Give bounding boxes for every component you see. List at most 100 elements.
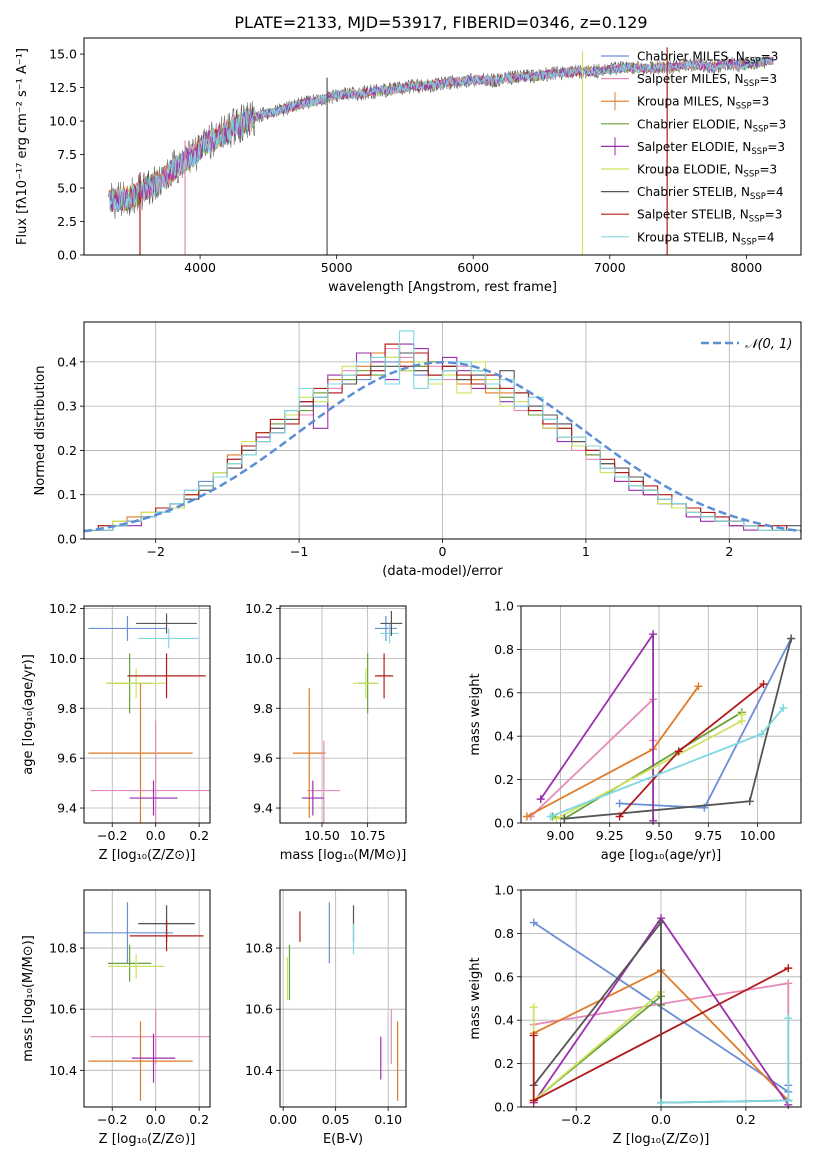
weight-vs-Z-ylabel: mass weight (468, 957, 483, 1039)
weight-vs-Z-line-chabrier-stelib (532, 919, 789, 1104)
age-vs-mass-axes: 10.50 10.75 9.4 9.6 9.8 10.0 10.2 mass [log₁₀(M… (245, 601, 406, 863)
mass-vs-EBV-frame (279, 889, 407, 1108)
mass-vs-EBV-ytick-label: 10.6 (245, 1002, 273, 1017)
weight-vs-age-marker-salpeter-stelib (615, 812, 624, 821)
mass-vs-Z-xlabel: Z [log₁₀(Z/Z⊙)] (99, 1132, 196, 1147)
weight-vs-age-ytick-label: 0.4 (494, 729, 514, 744)
age-vs-mass-ytick-label: 10.2 (245, 601, 273, 616)
residuals-xtick-label: 2 (725, 544, 733, 559)
age-vs-Z-xtick-label: 0.0 (146, 828, 166, 843)
weight-vs-Z-marker-salpeter-miles (784, 979, 793, 988)
weight-vs-age-ytick-label: 0.2 (494, 772, 514, 787)
age-vs-mass-ytick-label: 9.6 (253, 751, 273, 766)
residuals-ytick-label: 0.0 (57, 532, 77, 547)
spectrum-ytick-label: 12.5 (49, 80, 77, 95)
legend-label-text: Chabrier STELIB, N (637, 185, 750, 199)
spectrum-xtick-label: 7000 (594, 260, 626, 275)
legend-label-tail: =3 (769, 117, 787, 131)
residuals-xtick-label: −2 (146, 544, 164, 559)
legend-label-text: Salpeter STELIB, N (637, 208, 749, 222)
weight-vs-age-line-kroupa-stelib (550, 707, 784, 818)
age-vs-Z-xlabel: Z [log₁₀(Z/Z⊙)] (99, 848, 196, 863)
mass-vs-EBV-axes: 0.00 0.05 0.10 10.4 10.6 10.8 E(B-V) (245, 890, 406, 1147)
legend-label-tail: =3 (765, 208, 783, 222)
weight-vs-age-line-chabrier-elodie (552, 711, 743, 820)
weight-vs-age-xtick-label: 9.50 (645, 828, 673, 843)
weight-vs-Z-marker-salpeter-stelib (529, 1096, 538, 1105)
legend-label-text: Salpeter MILES, N (637, 72, 744, 86)
weight-vs-age-marker-chabrier-stelib (787, 634, 796, 643)
legend-label: Salpeter STELIB, NSSP=3 (637, 208, 782, 225)
spectrum-ytick-label: 7.5 (57, 147, 77, 162)
weight-vs-age-xtick-label: 10.00 (740, 828, 776, 843)
weight-vs-Z-xtick-label: 0.2 (736, 1112, 756, 1127)
mass-vs-EBV-xtick-label: 0.00 (269, 1112, 297, 1127)
age-vs-Z-xtick-label: −0.2 (97, 828, 127, 843)
legend-label-text: Kroupa MILES, N (637, 95, 736, 109)
legend-label-sub: SSP (744, 170, 760, 180)
legend-label-tail: =3 (759, 72, 777, 86)
age-vs-mass-points (292, 610, 403, 823)
legend-label-sub: SSP (741, 237, 757, 247)
residuals-xlabel: (data-model)/error (382, 564, 503, 579)
age-vs-mass-ytick-label: 9.8 (253, 701, 273, 716)
weight-vs-age-marker-kroupa-elodie (552, 814, 561, 823)
legend-label-tail: =3 (767, 140, 785, 154)
legend-label: Kroupa STELIB, NSSP=4 (637, 230, 775, 247)
mass-vs-Z-xtick-label: 0.2 (189, 1112, 209, 1127)
weight-vs-Z-marker-kroupa-stelib (784, 1014, 793, 1023)
weight-vs-age-marker-kroupa-elodie (737, 710, 746, 719)
spectrum-series-kroupa-stelib (108, 55, 774, 213)
weight-vs-Z-xtick-label: −0.2 (561, 1112, 591, 1127)
weight-vs-age-marker-kroupa-stelib (757, 730, 766, 739)
residual-histograms (84, 330, 801, 533)
weight-vs-age-marker-chabrier-stelib (560, 814, 569, 823)
weight-vs-age-frame (520, 605, 802, 824)
spectrum-ytick-label: 10.0 (49, 114, 77, 129)
age-vs-Z-ytick-label: 9.6 (57, 751, 77, 766)
residuals-axes: −2 −1 0 1 2 0.0 0.1 0.2 0.3 0.4 (data-model)/error… (33, 322, 801, 579)
spectrum-ylabel: Flux [fλ10⁻¹⁷ erg cm⁻² s⁻¹ A⁻¹] (15, 48, 30, 245)
weight-vs-Z-marker-chabrier-miles (529, 918, 538, 927)
weight-vs-age-series (522, 630, 796, 825)
mass-vs-Z-axes: −0.2 0.0 0.2 10.4 10.6 10.8 Z [log₁₀(Z/Z⊙)] mas… (21, 890, 210, 1147)
weight-vs-Z-ytick-label: 1.0 (494, 883, 514, 898)
legend-label-sub: SSP (749, 215, 765, 225)
weight-vs-age-ytick-label: 0.8 (494, 642, 514, 657)
weight-vs-Z-xlabel: Z [log₁₀(Z/Z⊙)] (613, 1132, 710, 1147)
weight-vs-age-line-kroupa-miles (526, 685, 700, 818)
spectrum-ytick-label: 15.0 (49, 47, 77, 62)
normal-reference-curve (84, 361, 801, 533)
legend-label-sub: SSP (745, 57, 761, 67)
weight-vs-age-line-salpeter-elodie (539, 631, 654, 821)
residuals-ytick-label: 0.2 (57, 443, 77, 458)
weight-vs-Z-marker-chabrier-stelib (657, 918, 665, 927)
age-vs-Z-frame (83, 605, 211, 824)
weight-vs-age-line-chabrier-stelib (564, 638, 792, 820)
age-vs-Z-ylabel: age [log₁₀(age/yr)] (21, 654, 36, 775)
spectrum-ytick-label: 0.0 (57, 248, 77, 263)
age-vs-Z-ytick-label: 10.0 (49, 651, 77, 666)
weight-vs-age-marker-salpeter-elodie (649, 816, 658, 825)
mass-vs-Z-xtick-label: 0.0 (146, 1112, 166, 1127)
legend-label: Salpeter ELODIE, NSSP=3 (637, 140, 785, 157)
weight-vs-Z-line-kroupa-stelib (660, 1018, 790, 1104)
residuals-xtick-label: 0 (439, 544, 447, 559)
legend-label-tail: =3 (759, 163, 777, 177)
weight-vs-Z-frame (520, 889, 802, 1108)
legend-label-sub: SSP (736, 102, 752, 112)
weight-vs-Z-ytick-label: 0.0 (494, 1100, 514, 1115)
weight-vs-age-xtick-label: 9.00 (547, 828, 575, 843)
weight-vs-age-marker-kroupa-stelib (779, 703, 788, 712)
legend-label-tail: =4 (757, 230, 775, 244)
weight-vs-Z-ytick-label: 0.8 (494, 926, 514, 941)
weight-vs-age-ytick-label: 0.0 (494, 816, 514, 831)
weight-vs-age-xtick-label: 9.25 (596, 828, 624, 843)
weight-vs-age-marker-kroupa-stelib (546, 812, 555, 821)
age-vs-Z-points (88, 613, 210, 823)
age-vs-Z-ytick-label: 9.8 (57, 701, 77, 716)
weight-vs-age-line-chabrier-miles (619, 638, 792, 809)
weight-vs-age-marker-chabrier-miles (615, 799, 624, 808)
legend-label-text: Chabrier ELODIE, N (637, 117, 753, 131)
